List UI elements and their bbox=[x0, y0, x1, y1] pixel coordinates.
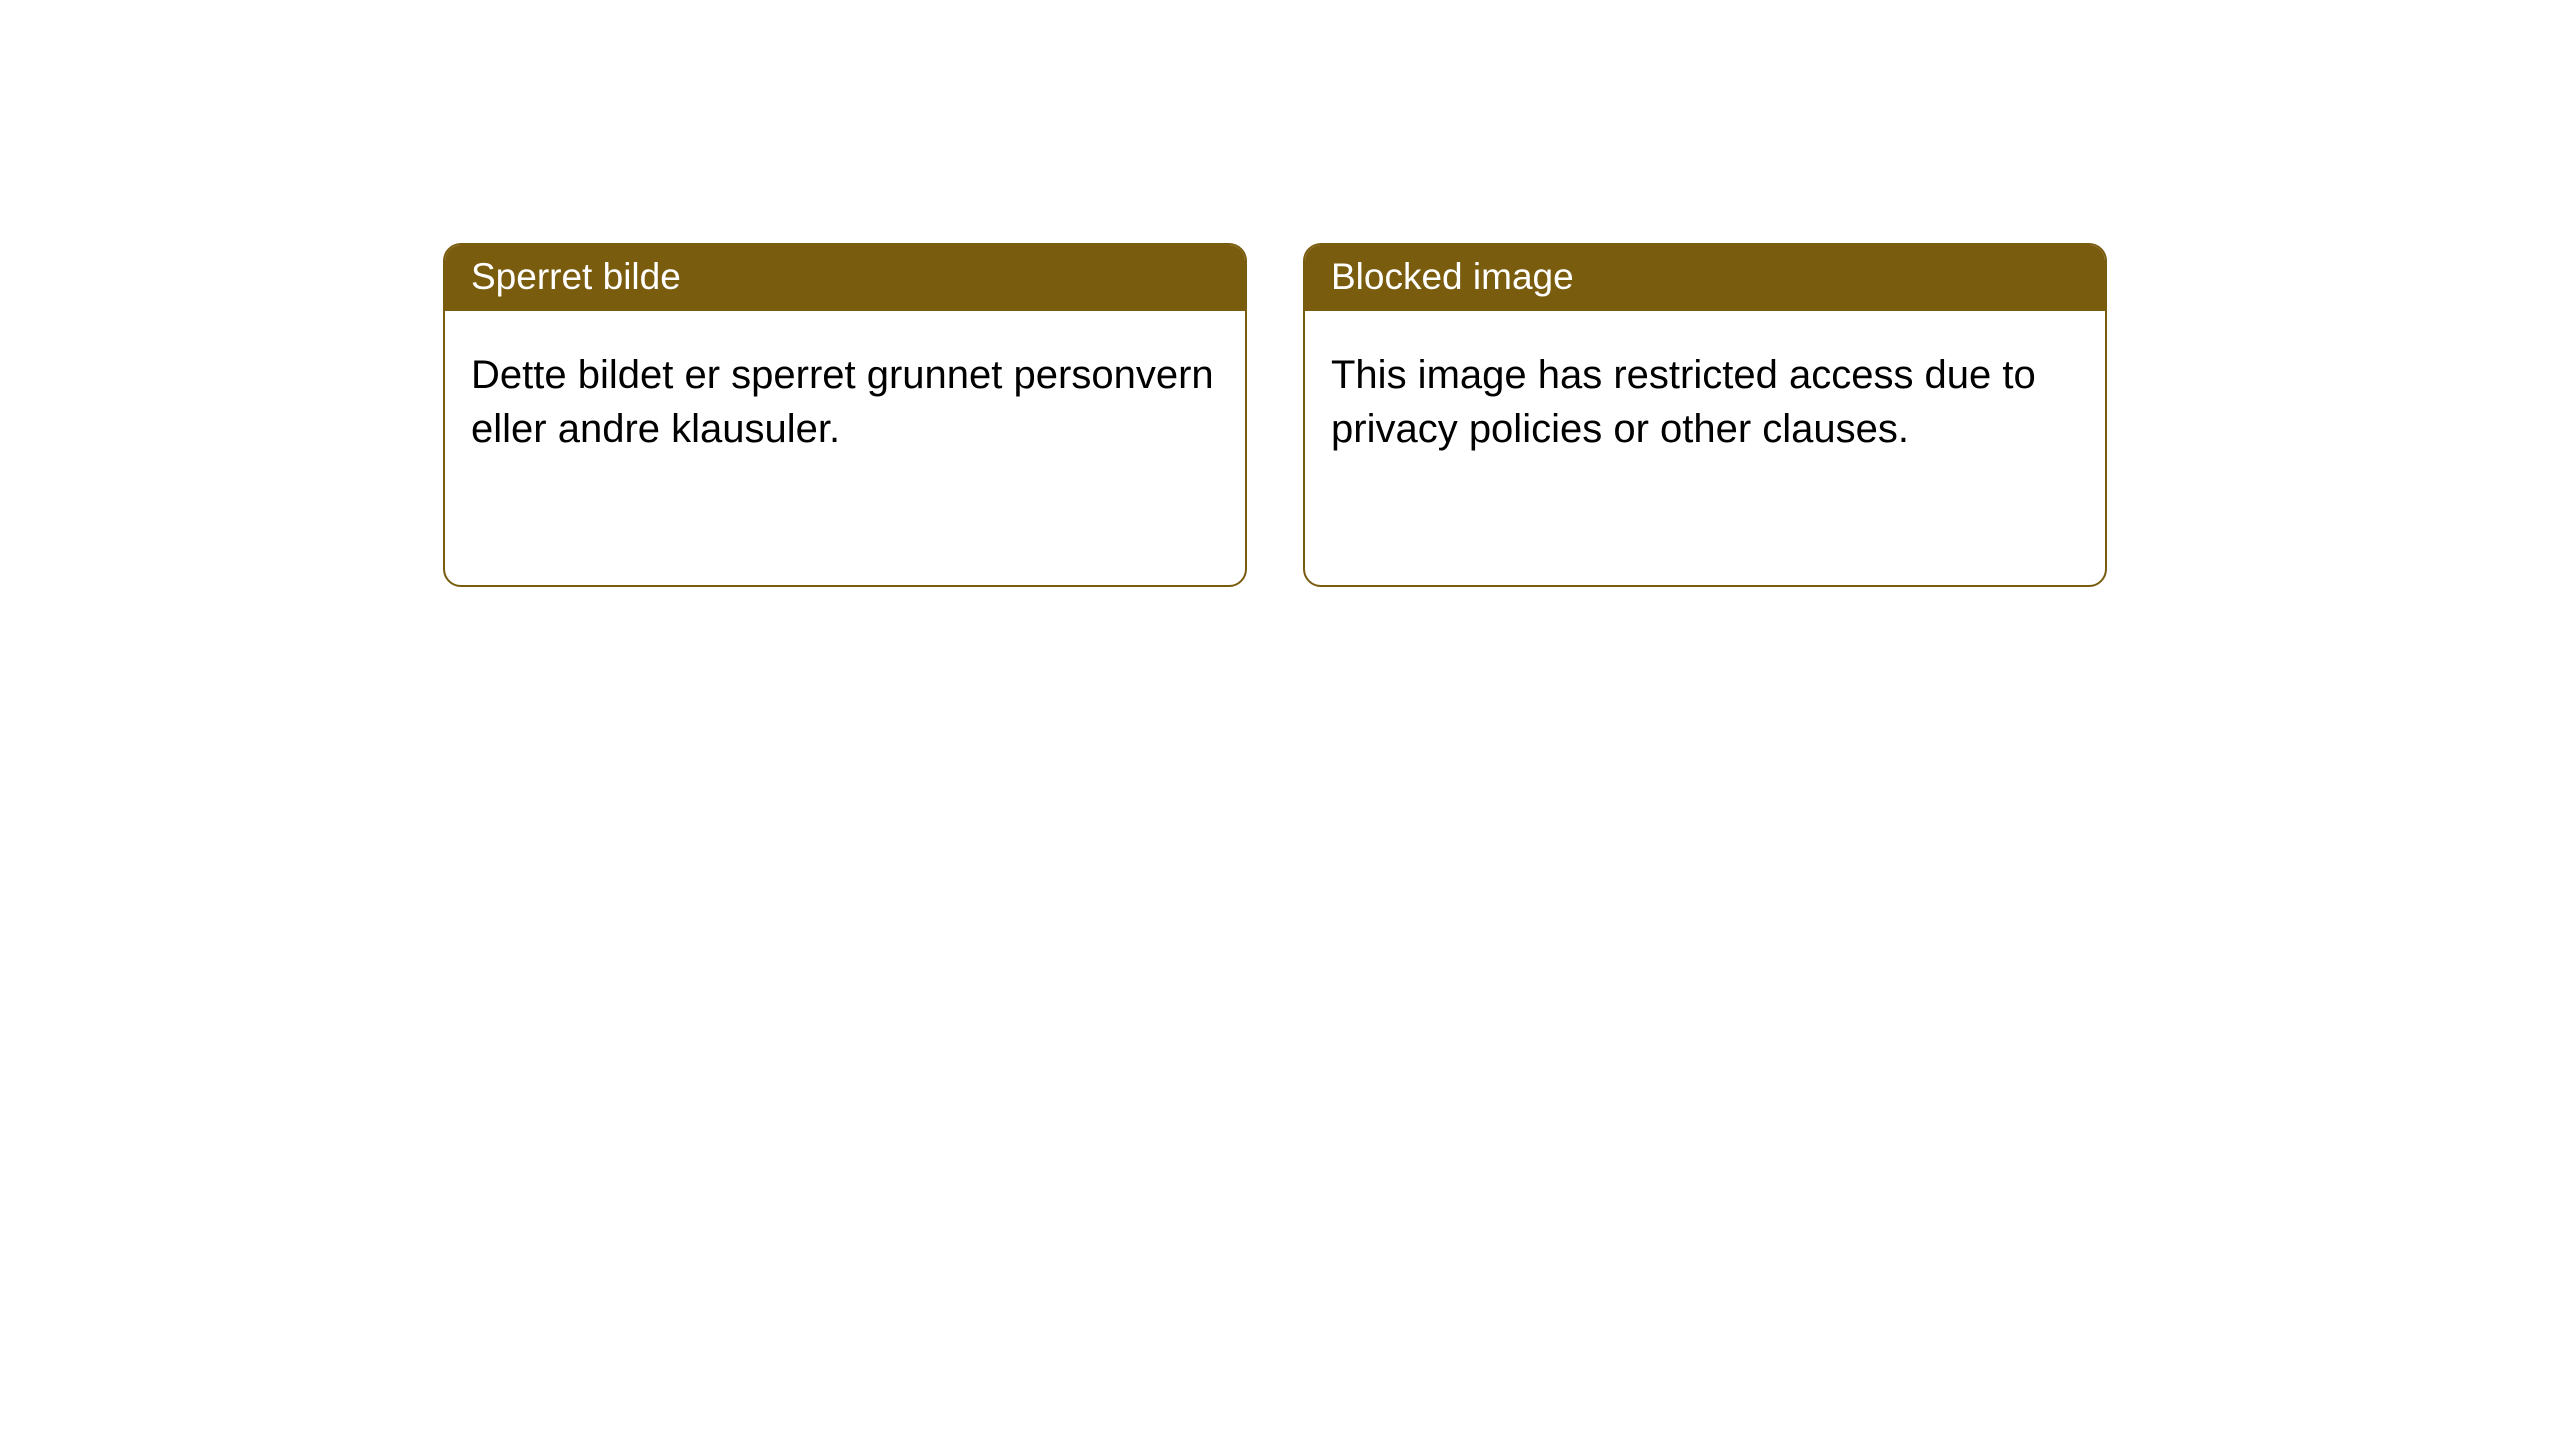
notice-card-norwegian: Sperret bilde Dette bildet er sperret gr… bbox=[443, 243, 1247, 587]
notice-card-english: Blocked image This image has restricted … bbox=[1303, 243, 2107, 587]
notice-card-body: Dette bildet er sperret grunnet personve… bbox=[445, 311, 1245, 585]
notice-card-title: Blocked image bbox=[1305, 245, 2105, 311]
notice-card-container: Sperret bilde Dette bildet er sperret gr… bbox=[443, 243, 2107, 587]
notice-card-body: This image has restricted access due to … bbox=[1305, 311, 2105, 585]
notice-card-title: Sperret bilde bbox=[445, 245, 1245, 311]
